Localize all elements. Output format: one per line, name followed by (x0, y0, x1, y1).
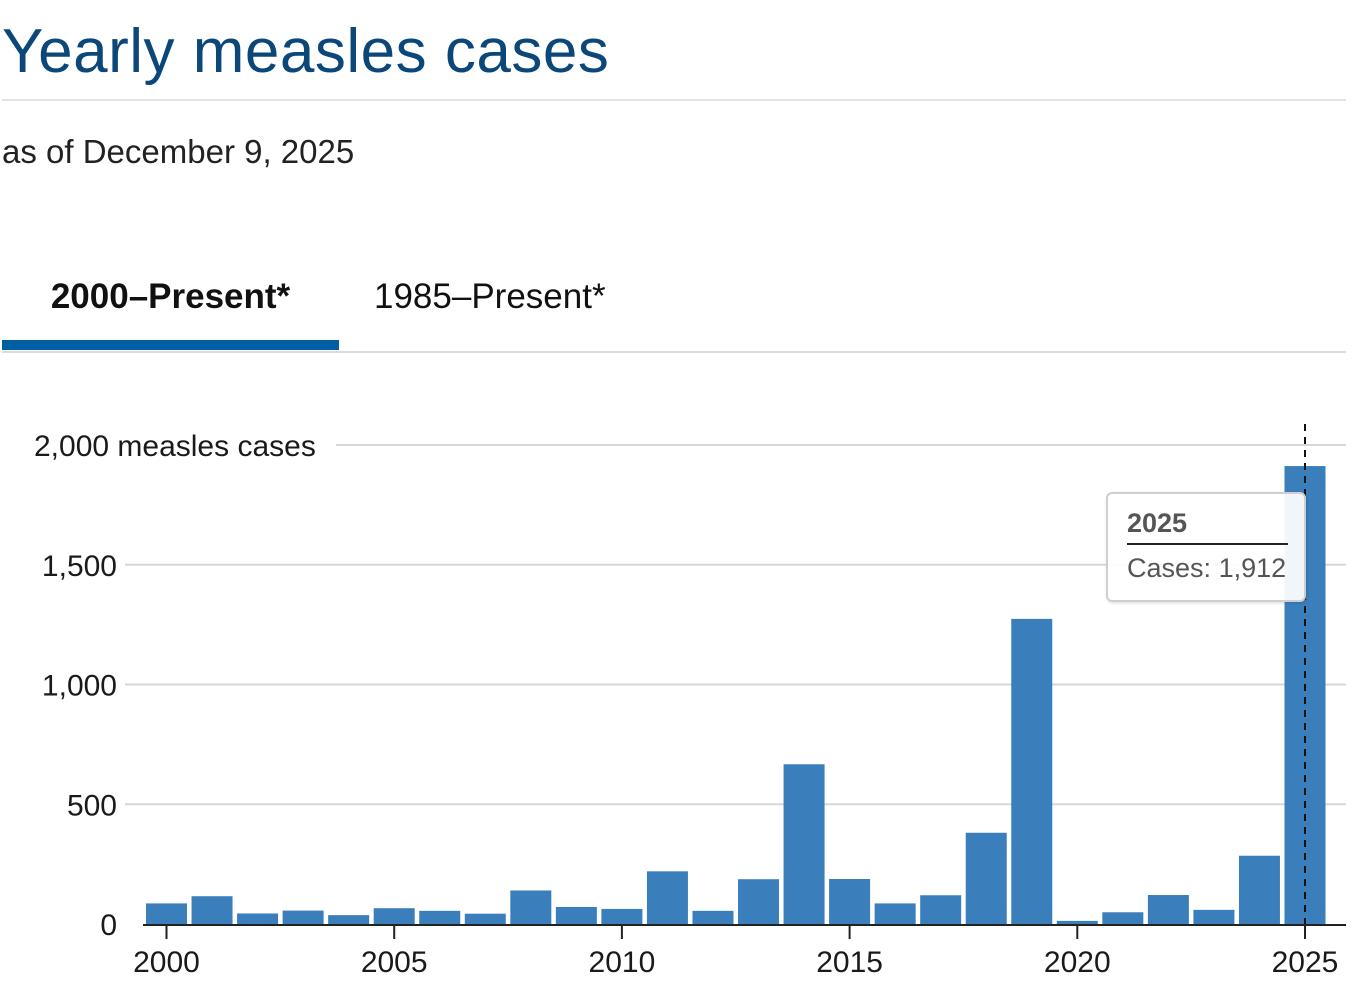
bar-2009 (555, 906, 597, 924)
bar-2002 (237, 913, 279, 924)
tab-1985-present-label: 1985–Present* (374, 277, 606, 316)
bar-2017 (920, 895, 962, 924)
bar-2020 (1056, 920, 1098, 924)
y-tick-label-1500: 1,500 (42, 550, 117, 583)
bar-2018 (965, 832, 1007, 924)
bar-2001 (191, 896, 233, 924)
x-tick-label-2000: 2000 (133, 946, 200, 979)
bar-2024 (1238, 855, 1280, 924)
bar-2011 (646, 871, 688, 924)
bar-2010 (601, 908, 643, 924)
y-tick-label-500: 500 (67, 789, 117, 822)
chart-tooltip: 2025 Cases: 1,912 (1106, 492, 1306, 602)
y-tick-label-2000: 2,000 measles cases (34, 430, 316, 463)
bar-2021 (1102, 912, 1144, 924)
bar-2008 (510, 890, 552, 924)
measles-bar-chart[interactable]: 0 500 1,000 1,500 2,000 measles cases 2000 200… (0, 400, 1372, 992)
bar-2014 (783, 764, 825, 924)
tabs-divider (2, 351, 1346, 353)
tooltip-cases-value: 1,912 (1218, 553, 1287, 583)
x-tick-label-2015: 2015 (816, 946, 883, 979)
bar-2015 (829, 878, 871, 924)
x-tick-label-2020: 2020 (1044, 946, 1111, 979)
x-tick-label-2010: 2010 (589, 946, 656, 979)
x-tick-label-2005: 2005 (361, 946, 428, 979)
bar-2000 (146, 903, 187, 924)
bar-2005 (373, 908, 415, 924)
bar-2016 (874, 903, 916, 924)
tab-1985-present[interactable]: 1985–Present* (374, 268, 606, 346)
bar-2019 (1011, 618, 1053, 924)
bar-2013 (738, 879, 780, 924)
tab-2000-present[interactable]: 2000–Present* (2, 268, 339, 350)
as-of-date: as of December 9, 2025 (2, 133, 355, 170)
page-title: Yearly measles cases (2, 17, 610, 86)
bar-2023 (1193, 909, 1235, 924)
y-tick-label-0: 0 (100, 909, 117, 942)
tab-2000-present-label: 2000–Present* (50, 277, 291, 316)
bar-2006 (419, 910, 461, 924)
title-divider (2, 99, 1346, 101)
bar-2022 (1147, 895, 1189, 924)
tooltip-cases: Cases: 1,912 (1127, 553, 1304, 584)
bar-2007 (464, 913, 506, 924)
bar-2003 (282, 910, 324, 924)
range-tabs: 2000–Present* 1985–Present* (2, 268, 1346, 354)
tooltip-cases-label: Cases: (1127, 553, 1212, 583)
tooltip-year: 2025 (1127, 508, 1288, 545)
x-tick-label-2025: 2025 (1272, 946, 1339, 979)
bar-2012 (692, 910, 734, 924)
bar-2004 (328, 915, 370, 924)
y-tick-label-1000: 1,000 (42, 670, 117, 703)
